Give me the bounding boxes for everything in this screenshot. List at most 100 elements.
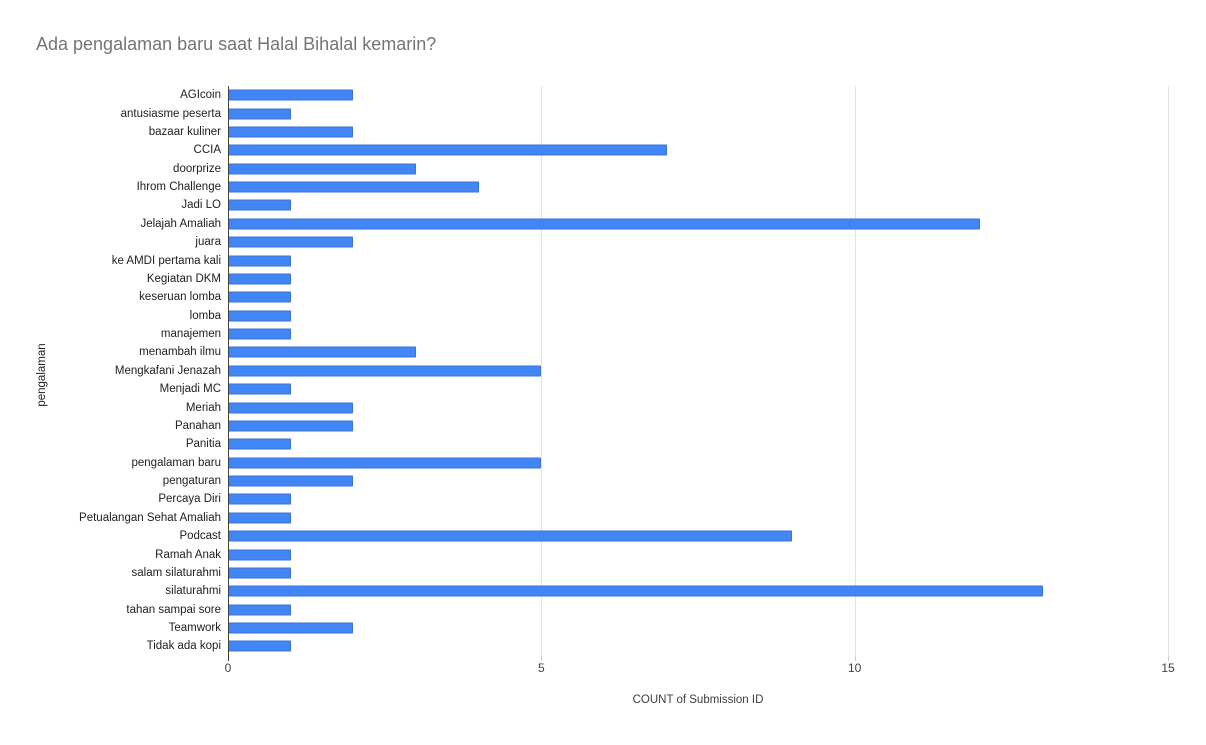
category-label: AGIcoin bbox=[180, 89, 221, 102]
category-label: lomba bbox=[189, 309, 221, 322]
category-label: Panahan bbox=[174, 419, 221, 432]
bar bbox=[228, 310, 291, 322]
category-label: Tidak ada kopi bbox=[146, 640, 221, 653]
chart-row: Ramah Anak bbox=[155, 545, 1168, 563]
chart-row: lomba bbox=[190, 307, 1168, 325]
category-label: Mengkafani Jenazah bbox=[114, 364, 221, 377]
category-label: Jadi LO bbox=[181, 199, 221, 212]
x-axis-ticks: 0 5 10 15 bbox=[224, 659, 1175, 677]
bar bbox=[228, 383, 291, 395]
bar bbox=[228, 181, 479, 193]
bar bbox=[228, 346, 416, 358]
chart-row: Kegiatan DKM bbox=[147, 270, 1168, 288]
bar bbox=[228, 365, 542, 377]
chart-row: AGIcoin bbox=[180, 86, 1168, 104]
bar bbox=[228, 438, 291, 450]
category-label: Podcast bbox=[179, 530, 221, 543]
category-label: CCIA bbox=[193, 144, 221, 157]
category-label: ke AMDI pertama kali bbox=[111, 254, 221, 267]
axis-tick-mark bbox=[228, 656, 229, 661]
bar bbox=[228, 126, 354, 138]
y-axis-title: pengalaman bbox=[36, 343, 48, 407]
category-label: Panitia bbox=[185, 438, 221, 451]
axis-tick-mark bbox=[1168, 656, 1169, 661]
category-label: salam silaturahmi bbox=[131, 566, 221, 579]
bar bbox=[228, 273, 291, 285]
gridline bbox=[854, 86, 856, 656]
chart-row: Jelajah Amaliah bbox=[140, 215, 1168, 233]
axis-tick-mark bbox=[854, 656, 856, 661]
chart-row: pengalaman baru bbox=[131, 454, 1168, 472]
plot-area: AGIcoin antusiasme peserta bazaar kuliner C… bbox=[79, 86, 1169, 661]
chart-row: Ihrom Challenge bbox=[137, 178, 1168, 196]
category-label: pengaturan bbox=[162, 475, 221, 488]
category-label: juara bbox=[195, 236, 221, 249]
category-label: menambah ilmu bbox=[139, 346, 221, 359]
chart-title: Ada pengalaman baru saat Halal Bihalal k… bbox=[36, 34, 437, 54]
chart-row: keseruan lomba bbox=[139, 288, 1168, 306]
bar bbox=[228, 493, 291, 505]
bar bbox=[228, 475, 354, 487]
bar bbox=[228, 89, 354, 101]
category-label: bazaar kuliner bbox=[148, 125, 221, 138]
bar bbox=[228, 640, 291, 652]
chart-row: Podcast bbox=[179, 527, 1168, 545]
bar bbox=[228, 108, 291, 120]
category-label: doorprize bbox=[173, 162, 221, 175]
bar bbox=[228, 604, 291, 616]
chart-row: antusiasme peserta bbox=[121, 104, 1168, 122]
chart-row: bazaar kuliner bbox=[149, 123, 1168, 141]
bar bbox=[228, 163, 416, 175]
category-label: Meriah bbox=[185, 401, 221, 414]
chart-row: juara bbox=[195, 233, 1168, 251]
category-label: tahan sampai sore bbox=[126, 603, 221, 616]
chart-row: tahan sampai sore bbox=[126, 601, 1168, 619]
x-tick-label: 15 bbox=[1161, 661, 1175, 675]
chart-row: Percaya Diri bbox=[158, 490, 1168, 508]
bar bbox=[228, 530, 792, 542]
x-axis-title: COUNT of Submission ID bbox=[632, 694, 764, 706]
chart-row: Panitia bbox=[186, 435, 1168, 453]
bar bbox=[228, 622, 354, 634]
category-label: Petualangan Sehat Amaliah bbox=[79, 511, 221, 524]
x-tick-label: 5 bbox=[537, 661, 545, 675]
category-label: Kegiatan DKM bbox=[146, 272, 221, 285]
x-tick-label: 10 bbox=[847, 661, 862, 675]
axis-tick-mark bbox=[541, 656, 543, 661]
chart-row: Menjadi MC bbox=[160, 380, 1168, 398]
bar bbox=[228, 199, 291, 211]
gridline bbox=[1168, 86, 1169, 656]
category-label: manajemen bbox=[160, 328, 221, 341]
bar bbox=[228, 144, 667, 156]
bar bbox=[228, 420, 354, 432]
x-tick-label: 0 bbox=[224, 661, 232, 675]
bar bbox=[228, 512, 291, 524]
bar bbox=[228, 291, 291, 303]
category-label: Teamwork bbox=[168, 622, 221, 635]
bar bbox=[228, 585, 1043, 597]
category-label: silaturahmi bbox=[165, 585, 221, 598]
chart-row: doorprize bbox=[173, 160, 1168, 178]
bar bbox=[228, 457, 542, 469]
category-label: antusiasme peserta bbox=[120, 107, 221, 120]
category-label: pengalaman baru bbox=[131, 456, 221, 469]
category-label: Jelajah Amaliah bbox=[140, 217, 221, 230]
category-label: Percaya Diri bbox=[158, 493, 221, 506]
chart-row: Jadi LO bbox=[181, 196, 1168, 214]
category-label: Menjadi MC bbox=[159, 383, 221, 396]
category-label: Ihrom Challenge bbox=[136, 181, 221, 194]
bar bbox=[228, 328, 291, 340]
chart-row: Tidak ada kopi bbox=[147, 637, 1168, 655]
bar bbox=[228, 255, 291, 267]
chart-row: manajemen bbox=[161, 325, 1168, 343]
chart-row: menambah ilmu bbox=[139, 343, 1168, 361]
chart-row: salam silaturahmi bbox=[132, 564, 1168, 582]
gridline bbox=[541, 86, 543, 656]
bar bbox=[228, 236, 354, 248]
bar bbox=[228, 549, 291, 561]
bar bbox=[228, 218, 980, 230]
chart-row: Meriah bbox=[186, 398, 1168, 416]
chart-row: Panahan bbox=[175, 417, 1168, 435]
chart-row: pengaturan bbox=[163, 472, 1168, 490]
